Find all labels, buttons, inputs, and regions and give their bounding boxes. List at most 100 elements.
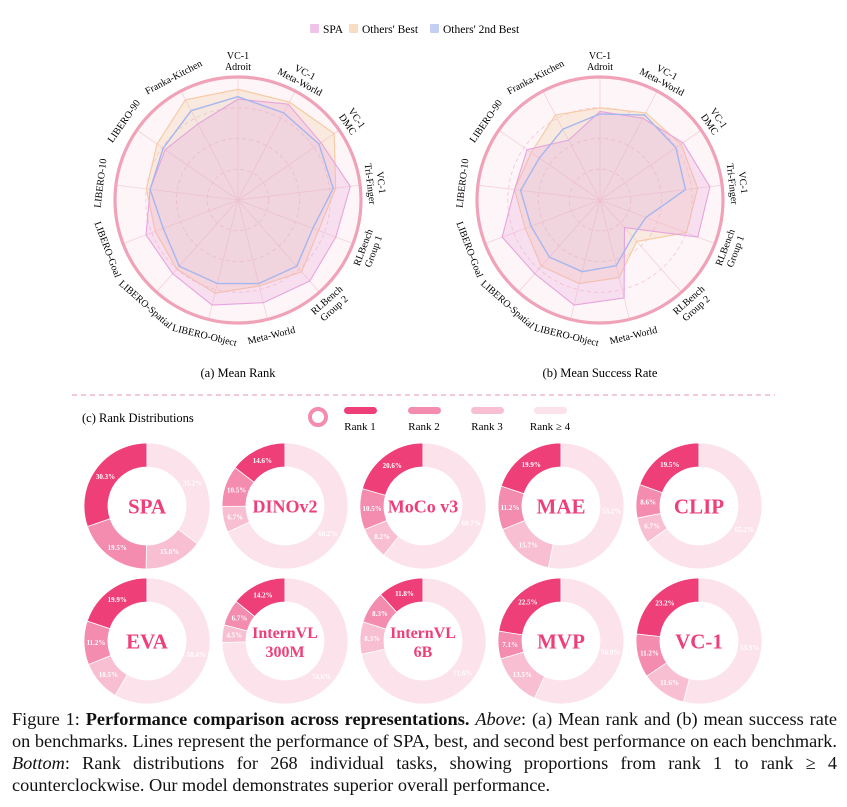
radar-series-spa	[145, 98, 351, 306]
donut-slice-label: 6.7%	[644, 523, 660, 531]
radar-series-second-best	[149, 95, 334, 285]
radar-axis-label-line: LIBERO-Object	[533, 323, 600, 350]
donut-legend-swatch-1	[344, 407, 377, 414]
donut-mvp: 22.5% 7.1% 13.5% 56.9% MVP	[497, 577, 625, 705]
donut-internvl-6b: 11.8% 8.3% 8.3% 71.6% InternVL 6B	[359, 577, 487, 705]
radar-spoke	[599, 129, 702, 201]
donut-slice-label: 14.2%	[253, 592, 272, 600]
donut-slice-rank-4	[547, 442, 625, 570]
donut-legend-swatch-3	[471, 407, 504, 414]
radar-spoke	[542, 90, 601, 201]
donut-legend: Rank 1 Rank 2 Rank 3 Rank ≥ 4	[308, 407, 571, 433]
donut-slice-label: 19.5%	[660, 461, 679, 469]
radar-axis-label-line: VC-1	[374, 171, 388, 194]
radar-spoke	[518, 199, 601, 293]
donut-slice-label: 35.2%	[183, 480, 202, 488]
donut-slice-label: 58.4%	[187, 651, 206, 659]
radar-axis-label-line: Adroit	[225, 62, 251, 73]
legend-item-spa: SPA	[310, 24, 344, 36]
legend-label-best: Others' Best	[362, 24, 419, 36]
legend-swatch-second	[430, 24, 439, 33]
radar-axis-label: Meta-World	[247, 325, 297, 347]
donut-slice-label: 11.2%	[87, 639, 106, 647]
donut-slice-rank-4	[221, 577, 349, 705]
donut-slice-label: 10.5%	[227, 486, 246, 494]
radar-axis-label-line: Tri-Finger	[724, 163, 740, 206]
radar-axis-label: VC-1 Adroit	[225, 51, 251, 73]
donut-slice-label: 60.7%	[461, 519, 480, 527]
legend-item-second: Others' 2nd Best	[430, 24, 520, 36]
legend-swatch-spa	[310, 24, 319, 33]
radar-axis-label-line: LIBERO-10	[455, 158, 472, 208]
donut-model-name: InternVL	[252, 625, 318, 642]
donut-slice-label: 15.7%	[519, 542, 538, 550]
radar-spoke	[599, 90, 658, 201]
donut-dinov2: 14.6% 10.5% 6.7% 68.2% DINOv2	[221, 442, 349, 570]
radar-axis-label-line: Adroit	[587, 62, 613, 73]
radar-axis-label: VC-1Tri-Finger	[362, 161, 389, 205]
radar-spoke	[599, 199, 682, 293]
radar-axis-label-line: Meta-World	[247, 325, 297, 347]
donut-slice-label: 8.6%	[640, 499, 656, 507]
radar-series-best	[145, 88, 337, 294]
donut-vc-1: 23.2% 11.2% 11.6% 53.9% VC-1	[635, 577, 763, 705]
donut-slice-label: 14.6%	[253, 457, 272, 465]
radar-spoke	[237, 90, 296, 201]
donut-slice-rank-4	[146, 442, 211, 545]
radar-series-spa	[501, 110, 711, 306]
radar-axis-label-line: VC-1	[589, 51, 611, 62]
radar-outer-ring	[475, 75, 725, 325]
donut-slice-label: 19.9%	[108, 596, 127, 604]
donut-slice-label: 6.7%	[227, 514, 243, 522]
radar-spoke	[599, 199, 630, 320]
donut-legend-swatch-2	[408, 407, 441, 414]
donut-slice-rank-4	[647, 442, 763, 570]
donut-section-title: (c) Rank Distributions	[82, 411, 194, 425]
caption-text-2: : Rank distributions for 268 individual …	[12, 753, 837, 795]
donut-model-name: DINOv2	[252, 496, 317, 516]
radar-chart-mean-rank: VC-1 Adroit VC-1Meta-WorldVC-1DMCVC-1Tri-F…	[91, 51, 389, 350]
radar-axis-label-line: Meta-World	[609, 325, 659, 347]
donut-slice-label: 56.9%	[601, 649, 620, 657]
donut-eva: 19.9% 11.2% 10.5% 58.4% EVA	[83, 577, 211, 705]
radar-axis-label: LIBERO-Object	[533, 323, 600, 350]
radar-axis-label: VC-1 Adroit	[587, 51, 613, 73]
radar-spoke	[156, 199, 239, 293]
donut-moco-v3: 20.6% 10.5% 8.2% 60.7%MoCo v3	[359, 442, 487, 570]
donut-slice-label: 23.2%	[655, 600, 674, 608]
donut-model-name: MoCo v3	[388, 496, 459, 516]
caption-prefix: Figure 1:	[12, 709, 86, 729]
donut-slice-label: 19.5%	[108, 544, 127, 552]
radar-axis-label-line: LIBERO-Object	[171, 323, 238, 350]
donut-model-name: MAE	[537, 494, 586, 518]
donut-model-name: EVA	[126, 629, 168, 653]
donut-model-name: InternVL	[390, 625, 456, 642]
donut-slice-label: 74.6%	[312, 673, 331, 681]
radar-spoke	[599, 184, 723, 201]
radar-chart-mean-success-rate: VC-1 Adroit VC-1Meta-WorldVC-1DMCVC-1Tri-F…	[453, 51, 749, 350]
legend-swatch-best	[349, 24, 358, 33]
radar-spoke	[498, 129, 601, 201]
donut-slice-label: 6.7%	[232, 615, 248, 623]
caption-above: Above	[475, 709, 521, 729]
radar-spoke	[122, 199, 239, 244]
donut-slice-label: 15.0%	[160, 548, 179, 556]
donut-slice-label: 11.8%	[395, 590, 414, 598]
donut-legend-swatch-4	[534, 407, 567, 414]
donut-slice-label: 7.1%	[502, 641, 518, 649]
radar-spoke	[115, 184, 239, 201]
donut-slice-rank-4	[533, 577, 625, 705]
radar-spoke	[237, 199, 268, 320]
donut-slice-label: 20.6%	[383, 462, 402, 470]
radar-spoke	[477, 184, 601, 201]
donut-model-name: VC-1	[675, 629, 723, 653]
caption-bottom: Bottom	[12, 753, 65, 773]
donut-legend-label-3: Rank 3	[471, 421, 503, 433]
donut-model-name: SPA	[128, 494, 167, 518]
radar-spoke	[237, 129, 340, 201]
radar-grid-ring-1	[568, 168, 632, 232]
donut-model-name: CLIP	[674, 494, 724, 518]
legend-item-best: Others' Best	[349, 24, 419, 36]
donut-slice-label: 22.5%	[518, 599, 537, 607]
